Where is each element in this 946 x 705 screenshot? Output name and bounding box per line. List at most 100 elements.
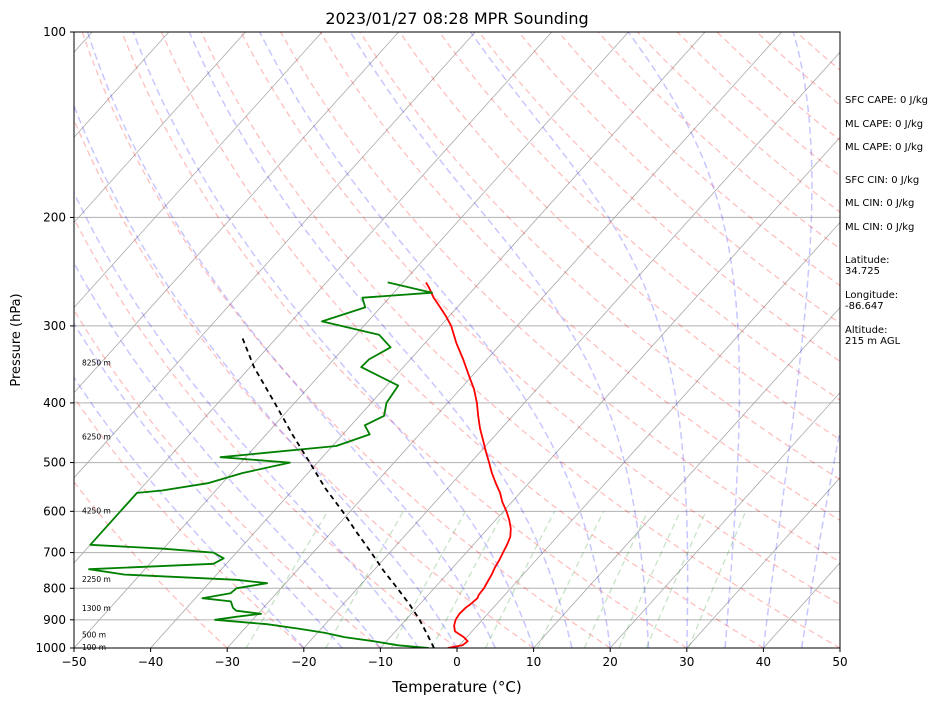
moist-adiabat-line xyxy=(762,32,813,648)
isotherm-line xyxy=(74,32,323,309)
isotherm-line xyxy=(303,51,840,648)
moist-adiabat-line xyxy=(74,191,420,648)
profile-line-1 xyxy=(88,281,433,648)
x-tick-label: 40 xyxy=(756,655,771,669)
moist-adiabat-line xyxy=(349,32,650,648)
x-tick-label: −50 xyxy=(61,655,86,669)
isotherm-line xyxy=(74,32,399,394)
moist-adiabat-line xyxy=(74,376,305,648)
dry-adiabat-line xyxy=(74,480,228,648)
moist-adiabat-line xyxy=(74,103,458,648)
x-axis-label: Temperature (°C) xyxy=(391,678,521,696)
y-tick-label: 900 xyxy=(43,613,66,627)
dry-adiabat-line xyxy=(160,32,764,648)
y-tick-label: 600 xyxy=(43,504,66,518)
plot-frame xyxy=(73,31,841,649)
moist-adiabat-line xyxy=(800,427,840,648)
mixing-ratio-line xyxy=(583,511,649,648)
longitude-label: Longitude: -86.647 xyxy=(845,290,899,312)
y-tick-label: 400 xyxy=(43,396,66,410)
dry-adiabat-line xyxy=(74,217,458,648)
isotherm-line xyxy=(74,32,553,564)
isotherm-line xyxy=(686,477,840,648)
isotherm-line xyxy=(380,136,840,648)
altitude-label: Altitude: 215 m AGL xyxy=(845,325,901,347)
dry-adiabat-line xyxy=(74,396,305,648)
x-tick-label: −20 xyxy=(291,655,316,669)
y-tick-label: 300 xyxy=(43,319,66,333)
mixing-ratio-line xyxy=(618,511,681,648)
x-tick-label: −40 xyxy=(138,655,163,669)
mixing-ratio-line xyxy=(431,510,505,648)
moist-adiabat-line xyxy=(627,32,741,648)
dry-adiabat-line xyxy=(74,118,534,648)
mixing-ratio-line xyxy=(536,511,605,648)
moist-adiabat-line xyxy=(86,32,496,648)
y-tick-label: 1000 xyxy=(35,641,66,655)
y-tick-label: 800 xyxy=(43,581,66,595)
y-axis: 100 200 300 400 500 600 700 800 900 1000 xyxy=(35,25,74,655)
y-tick-label: 100 xyxy=(43,25,66,39)
mixing-ratio-line xyxy=(484,511,556,648)
dry-adiabat-line xyxy=(319,32,840,522)
dry-adiabat-line xyxy=(518,32,840,324)
isotherm-line xyxy=(609,392,840,648)
isotherm-line xyxy=(74,32,476,479)
profile-line-0 xyxy=(425,281,512,648)
isotherm-line xyxy=(74,32,246,224)
moist-adiabat-line xyxy=(74,261,381,648)
mixing-ratio-line xyxy=(325,510,404,648)
sfc-cape-label: SFC CAPE: 0 J/kg xyxy=(845,95,928,106)
dry-adiabat-line xyxy=(121,32,688,648)
moist-adiabat-line xyxy=(259,32,611,648)
dry-adiabat-line xyxy=(200,32,840,648)
ml-cape-label: ML CAPE: 0 J/kg xyxy=(845,119,924,130)
mixing-ratio-line xyxy=(645,511,707,648)
height-label: 8250 m xyxy=(82,358,111,367)
profiles-layer xyxy=(88,281,512,648)
x-tick-label: 50 xyxy=(832,655,847,669)
mixing-ratio-line xyxy=(390,510,466,648)
isotherm-line xyxy=(74,32,170,138)
moist-adiabat-line xyxy=(74,322,343,648)
x-tick-label: 20 xyxy=(603,655,618,669)
mixing-ratio-line xyxy=(245,510,329,648)
isotherm-line xyxy=(456,221,840,648)
ml-cin-label-2: ML CIN: 0 J/kg xyxy=(845,222,915,233)
x-axis: −50 −40 −30 −20 −10 0 10 20 30 40 50 xyxy=(61,648,848,669)
x-tick-label: 30 xyxy=(679,655,694,669)
moist-adiabat-line xyxy=(469,32,689,648)
y-tick-label: 200 xyxy=(43,210,66,224)
dry-adiabat-line xyxy=(240,32,840,606)
y-axis-label: Pressure (hPa) xyxy=(9,293,24,386)
dry-adiabat-line xyxy=(478,32,840,363)
background-lines-layer xyxy=(74,32,840,648)
dry-adiabat-line xyxy=(280,32,840,563)
y-tick-label: 500 xyxy=(43,456,66,470)
isotherm-line xyxy=(150,32,706,648)
moist-adiabat-line xyxy=(188,32,573,648)
dry-adiabat-line xyxy=(557,32,840,287)
chart-title: 2023/01/27 08:28 MPR Sounding xyxy=(325,9,588,28)
sfc-cin-label: SFC CIN: 0 J/kg xyxy=(845,175,920,186)
height-label: 500 m xyxy=(82,631,106,640)
x-tick-label: −30 xyxy=(215,655,240,669)
x-tick-label: 10 xyxy=(526,655,541,669)
ml-cape-label-2: ML CAPE: 0 J/kg xyxy=(845,142,924,153)
y-tick-label: 700 xyxy=(43,546,66,560)
height-label: 6250 m xyxy=(82,432,111,441)
moist-adiabat-line xyxy=(132,32,535,648)
isotherm-line xyxy=(533,306,840,648)
ml-cin-label: ML CIN: 0 J/kg xyxy=(845,198,915,209)
isotherm-line xyxy=(226,32,782,648)
x-tick-label: −10 xyxy=(368,655,393,669)
dry-adiabat-line xyxy=(81,32,611,648)
height-label: 2250 m xyxy=(82,575,111,584)
isotherm-line xyxy=(74,32,629,648)
dry-adiabat-line xyxy=(74,308,381,648)
profile-line-2 xyxy=(240,334,435,648)
latitude-label: Latitude: 34.725 xyxy=(845,255,890,277)
height-label: 1300 m xyxy=(82,604,111,613)
